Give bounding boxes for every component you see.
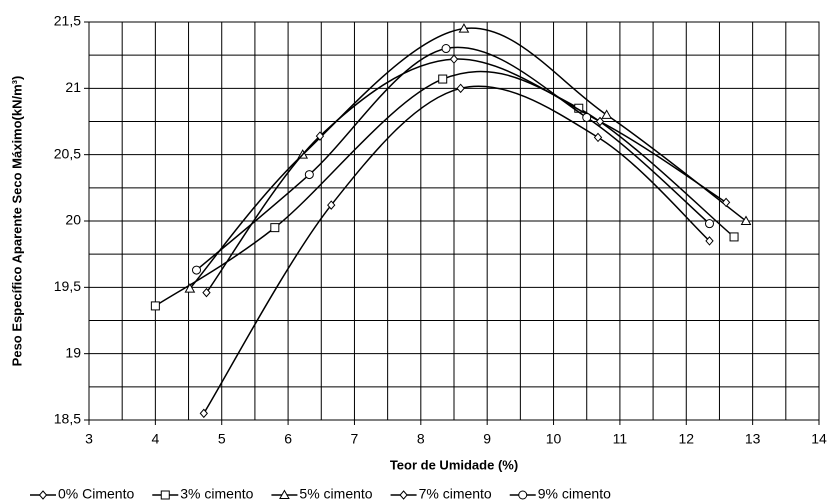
marker bbox=[449, 54, 459, 64]
marker bbox=[38, 490, 48, 500]
marker bbox=[270, 223, 280, 233]
legend-label: 0% Cimento bbox=[58, 486, 134, 502]
y-axis-label: Peso Específico Aparente Seco Máximo(kN/… bbox=[9, 76, 24, 367]
marker bbox=[279, 489, 290, 499]
series-line bbox=[203, 85, 711, 414]
x-axis-label: Teor de Umidade (%) bbox=[390, 457, 518, 472]
y-tick-label: 21 bbox=[65, 79, 81, 95]
marker bbox=[595, 116, 605, 127]
series-line bbox=[154, 70, 735, 307]
legend-label: 3% cimento bbox=[180, 486, 253, 502]
x-tick-label: 14 bbox=[811, 431, 827, 447]
marker bbox=[721, 197, 731, 208]
marker bbox=[705, 219, 714, 229]
marker bbox=[304, 170, 314, 180]
x-tick-label: 12 bbox=[678, 431, 694, 447]
series-line bbox=[189, 27, 747, 290]
x-tick-label: 3 bbox=[85, 431, 93, 447]
legend-label: 9% cimento bbox=[538, 486, 611, 502]
marker bbox=[150, 301, 160, 311]
y-tick-label: 19,5 bbox=[54, 278, 81, 294]
y-tick-label: 20 bbox=[65, 212, 81, 228]
y-tick-label: 21,5 bbox=[54, 13, 81, 29]
x-tick-label: 10 bbox=[546, 431, 562, 447]
marker bbox=[456, 83, 465, 94]
marker bbox=[593, 132, 603, 143]
marker bbox=[192, 265, 202, 275]
marker bbox=[199, 408, 208, 419]
marker bbox=[582, 113, 592, 123]
series-line bbox=[205, 58, 727, 294]
marker bbox=[740, 215, 752, 225]
legend: 0% Cimento 3% cimento 5% cimento 7% cimento… bbox=[30, 486, 611, 502]
marker bbox=[438, 74, 448, 84]
x-tick-label: 7 bbox=[351, 431, 359, 447]
y-tick-label: 20,5 bbox=[54, 145, 81, 161]
marker bbox=[399, 490, 408, 500]
marker bbox=[441, 44, 451, 54]
x-tick-label: 11 bbox=[613, 431, 628, 447]
marker bbox=[705, 236, 714, 246]
marker bbox=[160, 490, 170, 500]
series-line bbox=[196, 46, 710, 271]
y-tick-label: 18,5 bbox=[54, 411, 81, 427]
x-tick-label: 4 bbox=[151, 431, 159, 447]
y-tick-label: 19 bbox=[65, 344, 81, 360]
marker bbox=[202, 287, 211, 298]
legend-label: 7% cimento bbox=[419, 486, 492, 502]
x-tick-label: 8 bbox=[417, 431, 425, 447]
x-tick-label: 9 bbox=[483, 431, 491, 447]
marker bbox=[458, 23, 470, 33]
legend-label: 5% cimento bbox=[299, 486, 372, 502]
marker bbox=[315, 131, 325, 141]
marker bbox=[518, 490, 528, 500]
x-tick-label: 6 bbox=[284, 431, 292, 447]
marker bbox=[601, 109, 612, 119]
marker bbox=[327, 200, 336, 210]
marker bbox=[184, 283, 196, 293]
x-tick-label: 13 bbox=[745, 431, 761, 447]
marker bbox=[729, 232, 739, 242]
x-tick-label: 5 bbox=[218, 431, 226, 447]
